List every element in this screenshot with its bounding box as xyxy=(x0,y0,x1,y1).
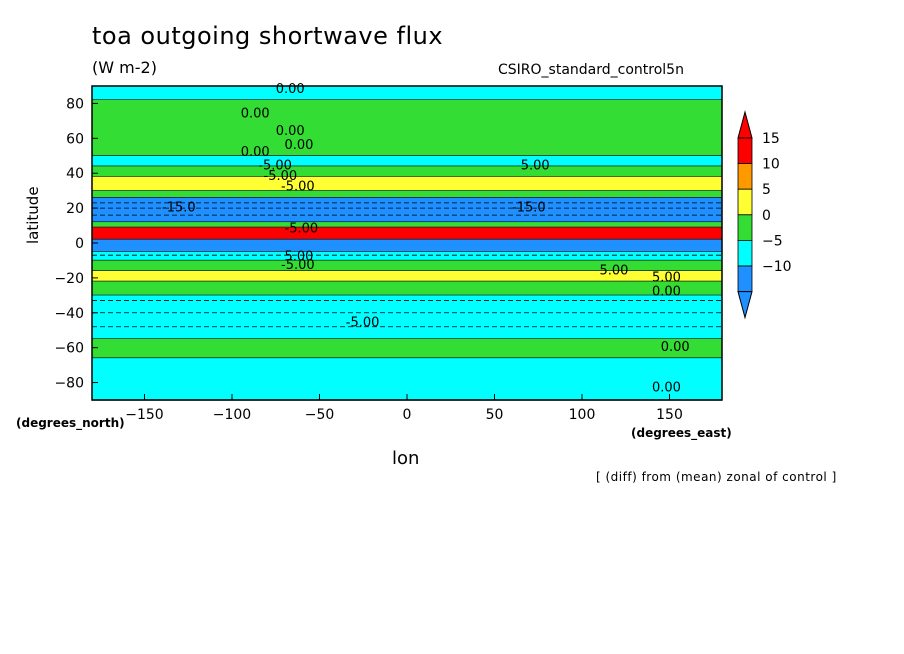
y-tick-label-2: 40 xyxy=(66,166,84,182)
zonal-band-0 xyxy=(92,86,722,100)
y-tick-label-1: 60 xyxy=(66,131,84,147)
colorbar-swatch-1 xyxy=(737,163,753,190)
colorbar-over-arrow xyxy=(737,110,753,139)
colorbar-swatch-4 xyxy=(737,239,753,267)
y-tick-label-8: −80 xyxy=(54,376,84,392)
colorbar-label-0: 15 xyxy=(762,131,780,147)
chart-units: (W m-2) xyxy=(92,58,157,77)
colorbar-swatch-0 xyxy=(737,137,753,165)
colorbar-label-4: −5 xyxy=(762,233,783,249)
contour-label-6: 5.00 xyxy=(521,159,550,174)
x-tick-label-4: 50 xyxy=(486,407,504,423)
zonal-band-14 xyxy=(92,295,722,339)
x-tick-label-3: 0 xyxy=(403,407,412,423)
zonal-band-15 xyxy=(92,338,722,359)
contour-label-15: 5.00 xyxy=(652,270,681,285)
y-tick-label-0: 80 xyxy=(66,96,84,112)
zonal-band-3 xyxy=(92,166,722,177)
zonal-band-10 xyxy=(92,251,722,261)
y-tick-label-5: −20 xyxy=(54,271,84,287)
y-tick-label-3: 20 xyxy=(66,201,84,217)
colorbar-swatch-3 xyxy=(737,214,753,241)
run-label: CSIRO_standard_control5n xyxy=(498,62,684,78)
contour-label-19: 0.00 xyxy=(652,380,681,395)
contour-label-1: 0.00 xyxy=(241,106,270,121)
colorbar-swatch-2 xyxy=(737,188,753,216)
zonal-band-12 xyxy=(92,270,722,282)
y-tick-label-6: −40 xyxy=(54,306,84,322)
zonal-band-5 xyxy=(92,190,722,198)
zonal-band-4 xyxy=(92,176,722,191)
x-tick-label-0: −150 xyxy=(125,407,163,423)
contour-label-11: -5.00 xyxy=(285,222,319,237)
colorbar-label-2: 5 xyxy=(762,182,771,198)
contour-label-0: 0.00 xyxy=(276,82,305,97)
colorbar-label-3: 0 xyxy=(762,208,771,224)
y-tick-label-7: −60 xyxy=(54,341,84,357)
contour-label-13: -5.00 xyxy=(281,258,315,273)
zonal-band-8 xyxy=(92,227,722,240)
zonal-band-16 xyxy=(92,358,722,400)
contour-label-5: -5.00 xyxy=(258,159,292,174)
contour-label-12: 5.00 xyxy=(285,249,314,264)
x-tick-label-6: 150 xyxy=(656,407,683,423)
x-tick-label-2: −50 xyxy=(305,407,335,423)
contour-label-9: -15.0 xyxy=(162,201,196,216)
zonal-band-11 xyxy=(92,260,722,271)
contour-label-14: 5.00 xyxy=(600,263,629,278)
contour-label-17: -5.00 xyxy=(346,316,380,331)
colorbar-label-1: 10 xyxy=(762,157,780,173)
zonal-band-7 xyxy=(92,222,722,228)
colorbar-label-5: −10 xyxy=(762,259,792,275)
y-unit-label: (degrees_north) xyxy=(16,416,125,430)
zonal-band-2 xyxy=(92,155,722,167)
zonal-band-13 xyxy=(92,281,722,296)
contour-label-16: 0.00 xyxy=(652,284,681,299)
x-unit-label: (degrees_east) xyxy=(631,426,732,440)
contour-label-10: -15.0 xyxy=(512,201,546,216)
colorbar-swatch-5 xyxy=(737,265,753,293)
zonal-band-1 xyxy=(92,99,722,156)
contour-label-18: 0.00 xyxy=(661,340,690,355)
y-tick-label-4: 0 xyxy=(75,236,84,252)
zonal-band-6 xyxy=(92,197,722,223)
colorbar-under-arrow xyxy=(737,291,753,320)
zonal-band-9 xyxy=(92,239,722,252)
contour-label-8: -5.00 xyxy=(281,180,315,195)
x-axis-label: lon xyxy=(392,448,420,469)
footnote: [ (diff) from (mean) zonal of control ] xyxy=(596,470,837,484)
contour-label-7: -5.00 xyxy=(264,169,298,184)
contour-label-2: 0.00 xyxy=(276,124,305,139)
x-tick-label-5: 100 xyxy=(569,407,596,423)
x-tick-label-1: −100 xyxy=(213,407,251,423)
chart-title: toa outgoing shortwave flux xyxy=(92,22,444,50)
contour-label-3: 0.00 xyxy=(285,138,314,153)
contour-label-4: 0.00 xyxy=(241,145,270,160)
